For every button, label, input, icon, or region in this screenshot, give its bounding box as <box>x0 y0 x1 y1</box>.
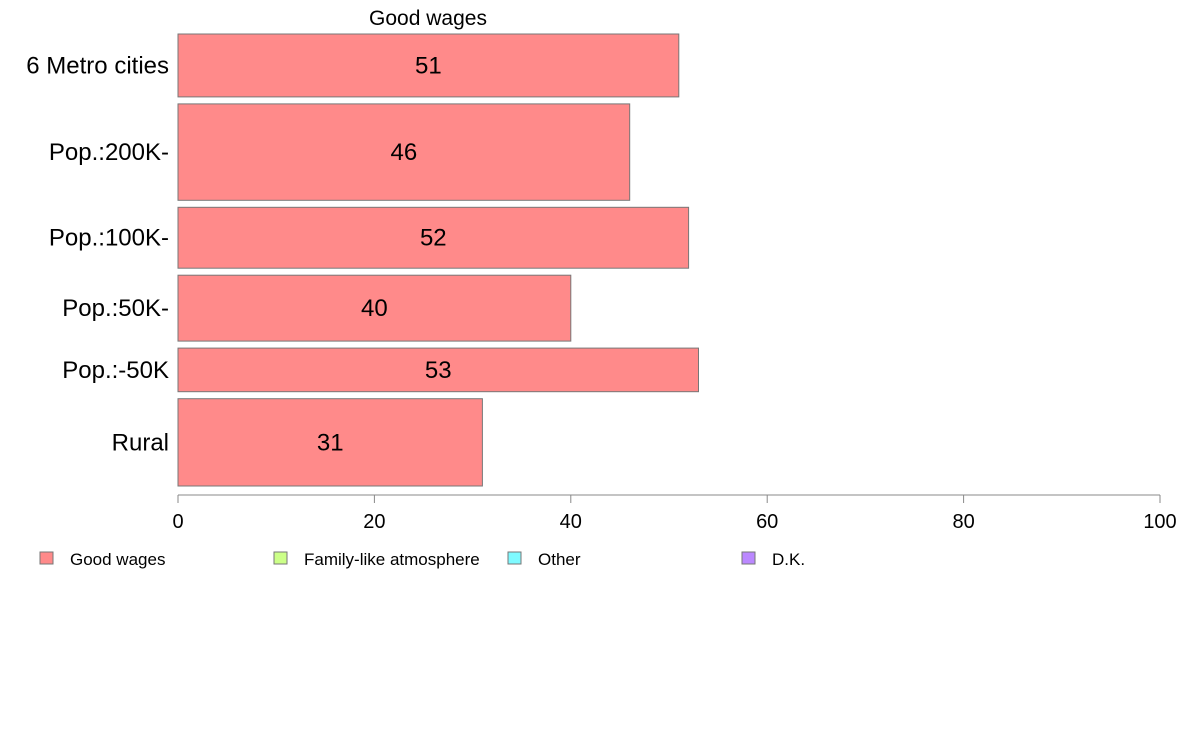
category-label: Pop.:50K- <box>62 295 169 322</box>
category-label: 6 Metro cities <box>26 53 169 80</box>
x-axis: 0 20 40 60 80 100 <box>172 494 1177 533</box>
bar-value-label: 46 <box>391 139 418 166</box>
legend-label: Family-like atmosphere <box>304 550 480 569</box>
legend-label: Good wages <box>70 550 165 569</box>
bar-value-label: 53 <box>425 357 452 384</box>
x-tick-label: 60 <box>756 511 778 533</box>
bar-value-label: 40 <box>361 295 388 322</box>
chart-title: Good wages <box>369 7 487 30</box>
category-label: Pop.:-50K <box>62 357 169 384</box>
legend-swatch <box>39 551 54 565</box>
category-label: Rural <box>112 429 169 456</box>
bar <box>177 347 699 393</box>
bar <box>177 206 690 269</box>
bar <box>177 398 483 487</box>
x-tick-label: 0 <box>172 511 183 533</box>
bar <box>177 274 572 342</box>
category-label: Pop.:100K- <box>49 225 169 252</box>
category-label: Pop.:200K- <box>49 139 169 166</box>
x-tick-label: 80 <box>952 511 974 533</box>
bar-value-label: 52 <box>420 225 447 252</box>
legend: Good wages Family-like atmosphere Other D.K… <box>39 550 805 569</box>
x-tick-label: 40 <box>560 511 582 533</box>
legend-swatch <box>507 551 522 565</box>
bar-value-label: 51 <box>415 53 442 80</box>
legend-swatch <box>741 551 756 565</box>
bars-group: 51 6 Metro cities 46 Pop.:200K- 52 Pop.:100K-… <box>26 33 699 487</box>
legend-label: D.K. <box>772 550 805 569</box>
bar-value-label: 31 <box>317 429 344 456</box>
bar <box>177 33 680 98</box>
bar <box>177 103 631 201</box>
x-tick-label: 100 <box>1143 511 1176 533</box>
legend-swatch <box>273 551 288 565</box>
legend-label: Other <box>538 550 581 569</box>
x-tick-label: 20 <box>363 511 385 533</box>
